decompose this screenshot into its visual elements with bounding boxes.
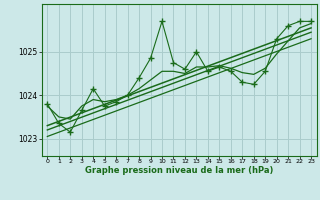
X-axis label: Graphe pression niveau de la mer (hPa): Graphe pression niveau de la mer (hPa) <box>85 166 273 175</box>
